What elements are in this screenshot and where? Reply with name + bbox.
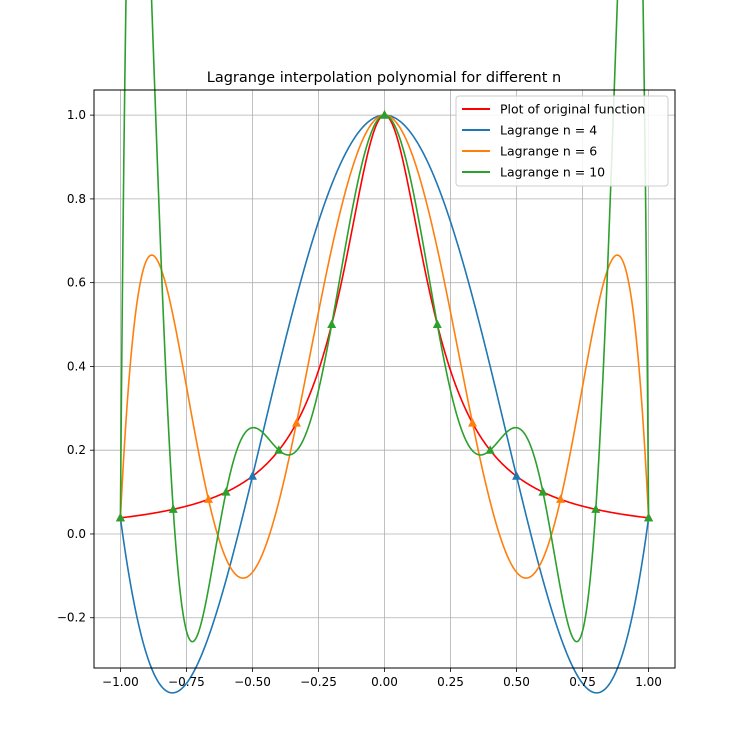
legend: Plot of original function Lagrange n = 4 L…	[455, 95, 669, 187]
node-marker-2	[556, 494, 566, 503]
y-tick-label: 1.0	[67, 108, 86, 122]
node-marker-3	[485, 445, 495, 454]
marker-layer	[115, 110, 654, 522]
node-marker-3	[274, 445, 284, 454]
node-marker-1	[512, 471, 522, 480]
node-marker-3	[644, 512, 654, 522]
axis-ticks: −1.00 −0.75 −0.50 −0.25 0.00 0.25 0.50 0.75 1.00…	[57, 108, 662, 689]
legend-label: Lagrange n = 10	[500, 165, 605, 180]
legend-label: Plot of original function	[500, 102, 645, 117]
y-tick-label: 0.2	[67, 443, 86, 457]
x-tick-label: 0.25	[437, 675, 464, 689]
x-tick-label: −0.50	[234, 675, 271, 689]
node-marker-1	[247, 471, 257, 480]
node-marker-3	[327, 319, 337, 329]
x-tick-label: −0.75	[168, 675, 205, 689]
x-tick-label: 1.00	[635, 675, 662, 689]
node-marker-3	[221, 487, 231, 496]
legend-label: Lagrange n = 4	[500, 123, 597, 138]
y-tick-label: 0.4	[67, 359, 86, 373]
x-tick-label: 0.75	[569, 675, 596, 689]
y-tick-label: 0.8	[67, 192, 86, 206]
chart-title: Lagrange interpolation polynomial for di…	[207, 70, 561, 86]
y-tick-label: −0.2	[57, 611, 86, 625]
y-tick-label: 0.6	[67, 276, 86, 290]
node-marker-2	[203, 494, 213, 503]
x-tick-label: −1.00	[102, 675, 139, 689]
node-marker-3	[115, 512, 125, 522]
node-marker-2	[468, 418, 478, 427]
node-marker-2	[291, 418, 301, 427]
node-marker-3	[432, 319, 442, 329]
x-tick-label: 0.00	[371, 675, 398, 689]
node-marker-3	[538, 487, 548, 496]
node-marker-3	[168, 504, 178, 513]
x-tick-label: −0.25	[300, 675, 337, 689]
legend-box	[455, 95, 669, 187]
x-tick-label: 0.50	[503, 675, 530, 689]
legend-label: Lagrange n = 6	[500, 144, 597, 159]
node-marker-3	[380, 110, 389, 119]
y-tick-label: 0.0	[67, 527, 86, 541]
node-marker-3	[591, 504, 601, 513]
